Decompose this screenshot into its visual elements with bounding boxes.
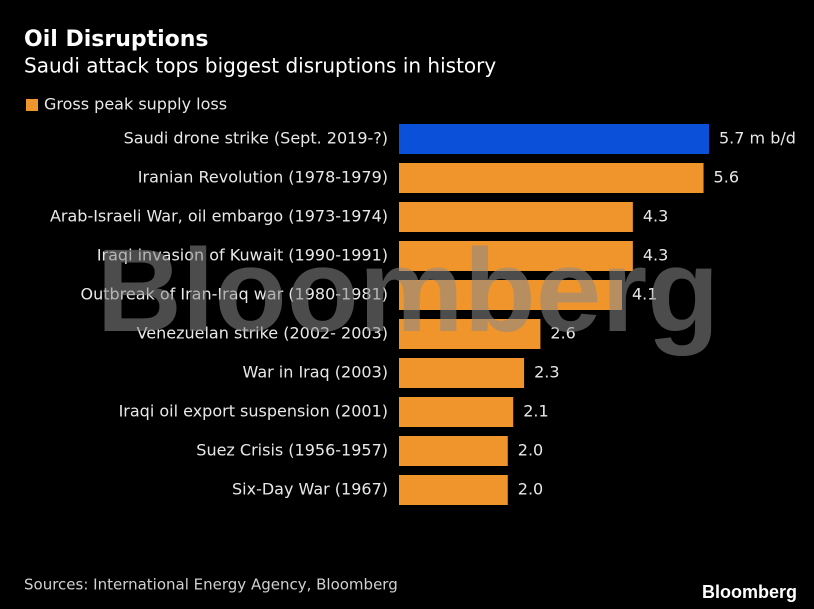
value-label: 4.3 (643, 246, 668, 265)
value-label: 4.1 (632, 285, 657, 304)
category-label: Six-Day War (1967) (232, 480, 388, 499)
watermark: Bloomberg (97, 225, 720, 357)
value-label: 5.6 (714, 168, 739, 187)
value-label: 2.6 (550, 324, 575, 343)
bar (399, 124, 709, 154)
category-label: Iranian Revolution (1978-1979) (138, 168, 388, 187)
source-note: Sources: International Energy Agency, Bl… (24, 576, 398, 594)
value-label: 2.1 (523, 402, 548, 421)
category-label: War in Iraq (2003) (243, 363, 388, 382)
chart-title: Oil Disruptions (24, 27, 209, 52)
bar (399, 202, 633, 232)
bar (399, 163, 704, 193)
category-label: Venezuelan strike (2002- 2003) (137, 324, 388, 343)
category-label: Suez Crisis (1956-1957) (196, 441, 388, 460)
logo: Bloomberg (702, 582, 797, 602)
category-label: Outbreak of Iran-Iraq war (1980-1981) (80, 285, 388, 304)
bar (399, 475, 508, 505)
value-label: 2.0 (518, 480, 543, 499)
bar (399, 280, 622, 310)
chart-subtitle: Saudi attack tops biggest disruptions in… (24, 54, 496, 78)
bar (399, 358, 525, 388)
category-label: Iraqi invasion of Kuwait (1990-1991) (97, 246, 388, 265)
category-label: Saudi drone strike (Sept. 2019-?) (124, 129, 388, 148)
bar (399, 241, 633, 271)
value-label: 2.0 (518, 441, 543, 460)
legend-label: Gross peak supply loss (44, 95, 227, 114)
bar (399, 397, 514, 427)
value-label: 4.3 (643, 207, 668, 226)
legend-swatch (26, 99, 38, 111)
category-label: Arab-Israeli War, oil embargo (1973-1974… (50, 207, 388, 226)
value-label: 2.3 (534, 363, 559, 382)
value-label: 5.7 m b/d (719, 129, 796, 148)
bar (399, 436, 508, 466)
bar (399, 319, 541, 349)
category-label: Iraqi oil export suspension (2001) (119, 402, 388, 421)
